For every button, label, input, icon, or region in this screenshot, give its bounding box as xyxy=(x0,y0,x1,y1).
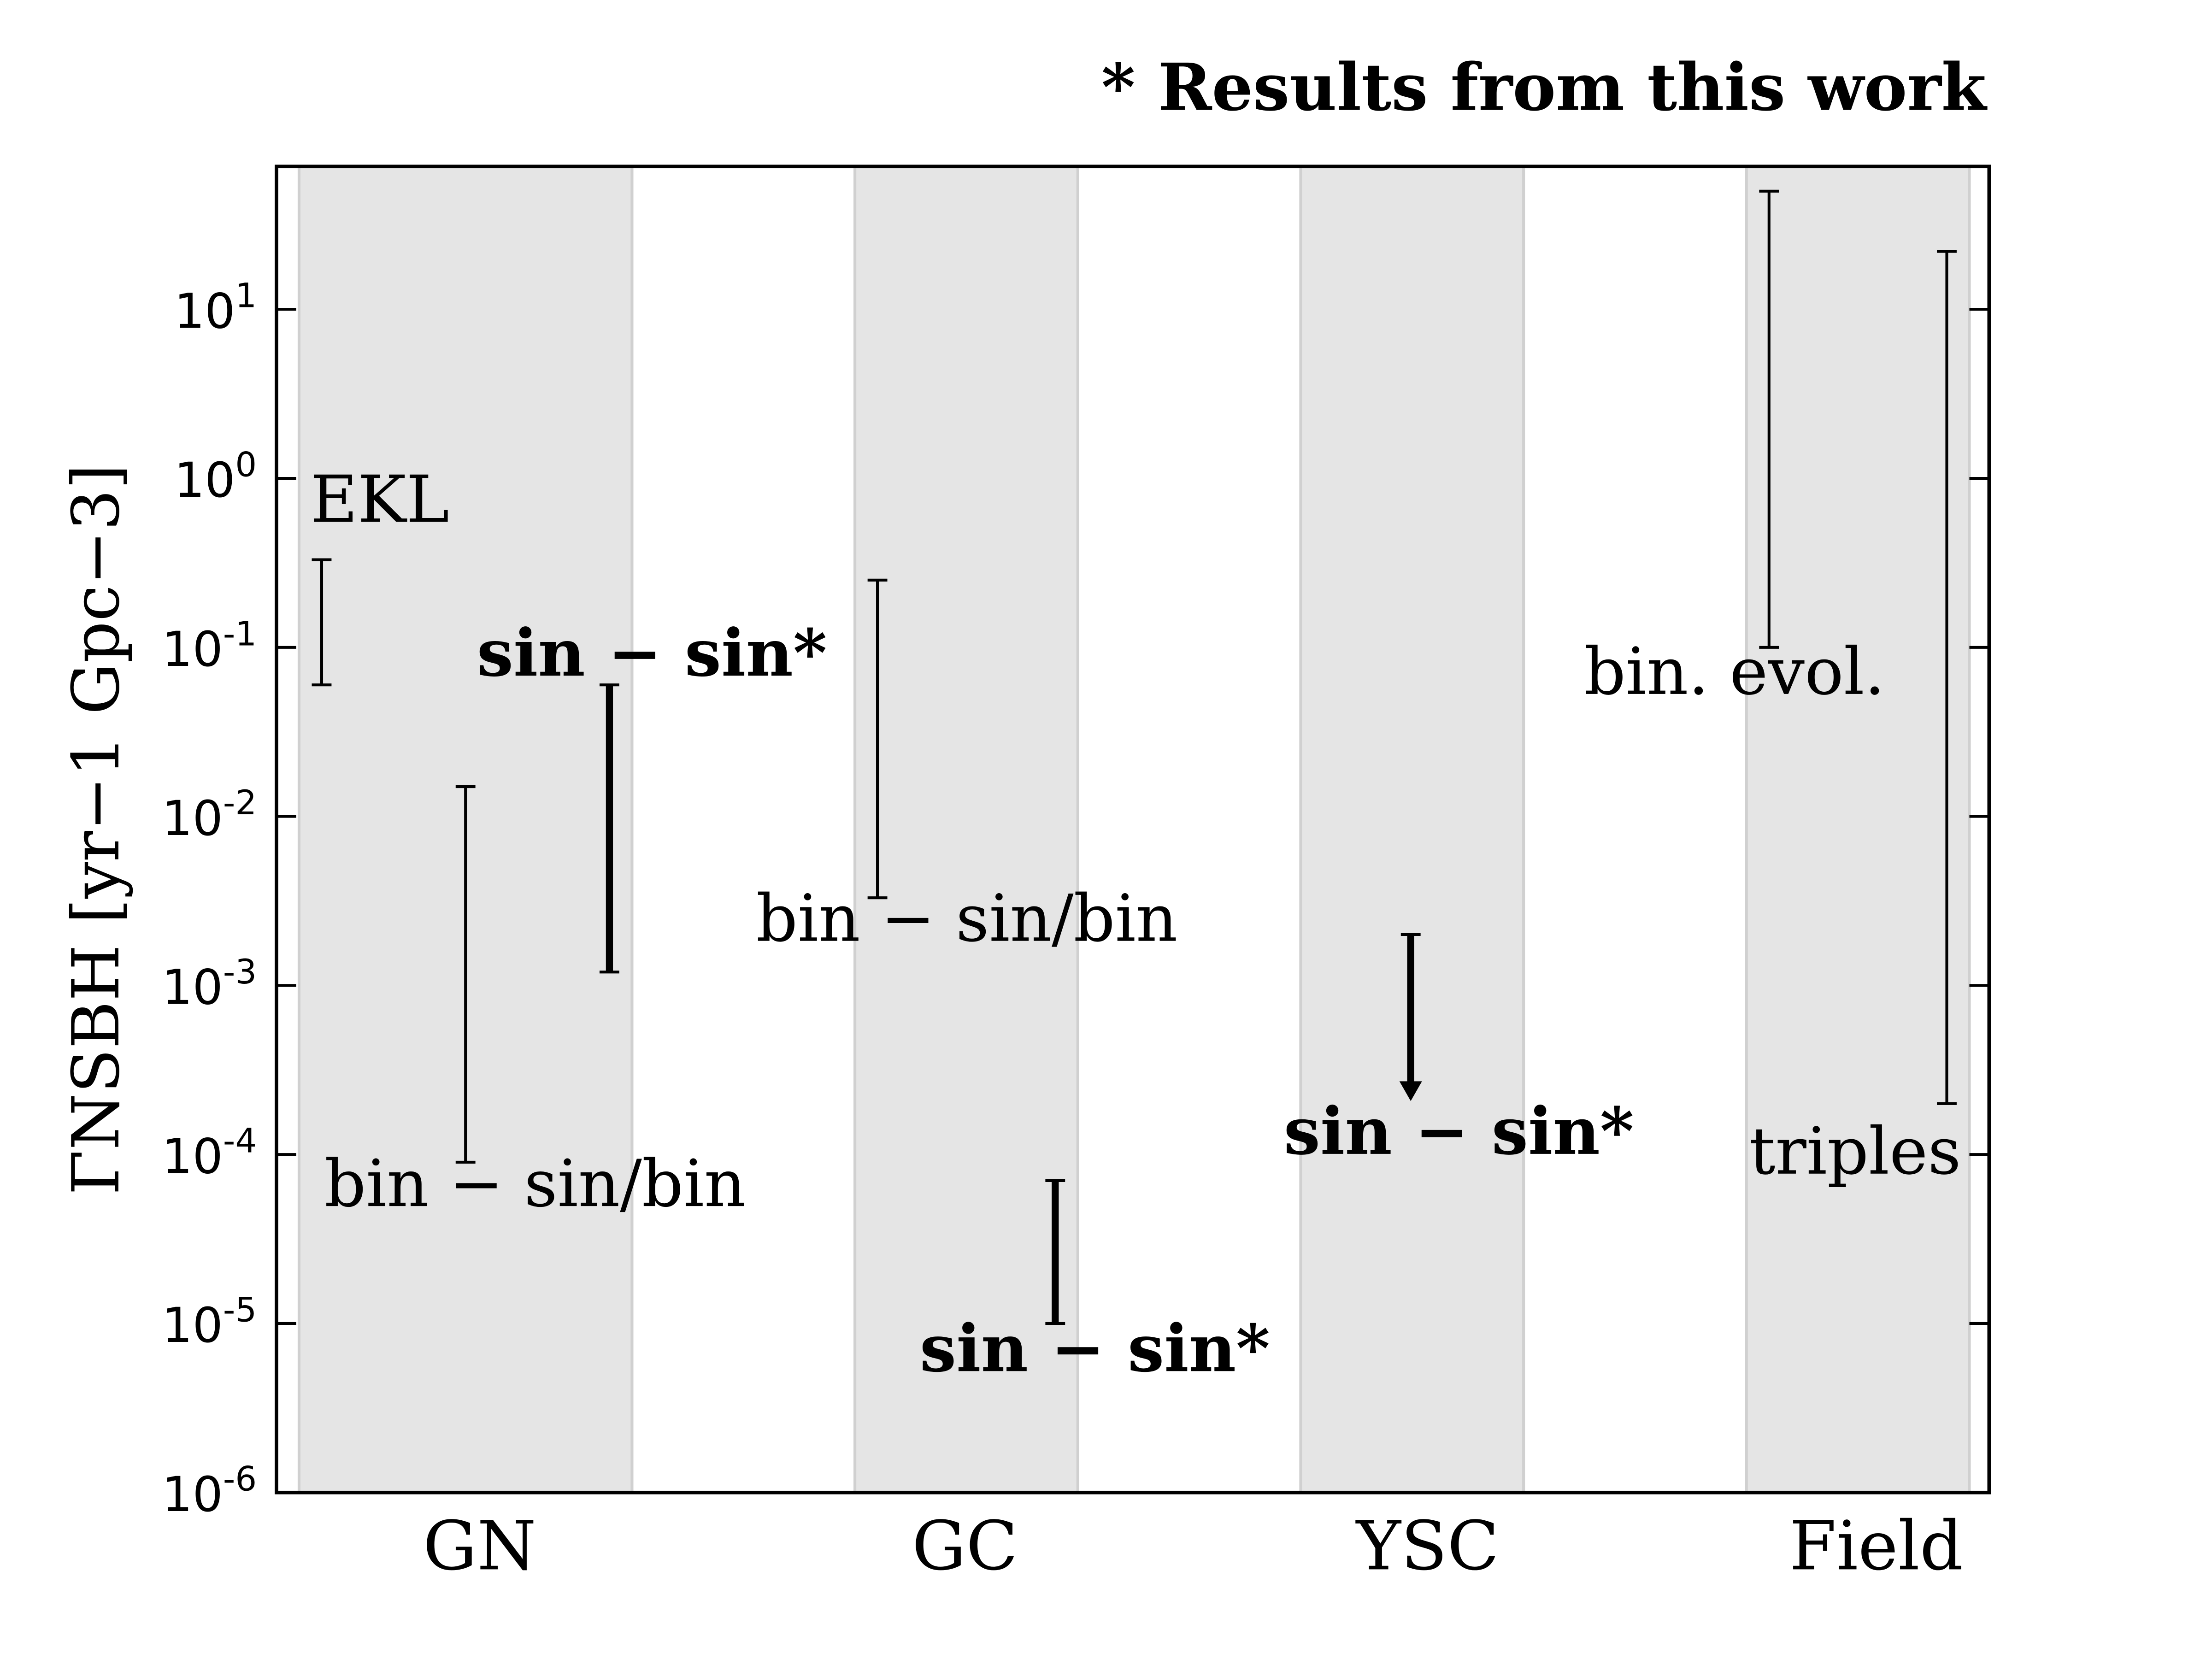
range xyxy=(867,578,888,900)
y-axis-label: ΓNSBH [yr−1 Gpc−3] xyxy=(59,464,134,1195)
range-label: sin − sin* xyxy=(1284,1094,1634,1170)
y-tick-label: 10-5 xyxy=(162,1291,257,1354)
y-tick-label: 10-1 xyxy=(162,614,257,677)
range xyxy=(1045,1179,1065,1325)
category-band xyxy=(1299,165,1525,1494)
y-tick-label: 101 xyxy=(174,276,257,340)
chart-title: * Results from this work xyxy=(1101,50,1988,126)
range-label: bin − sin/bin xyxy=(756,881,1178,957)
range xyxy=(455,785,476,1164)
range-label: bin − sin/bin xyxy=(324,1146,746,1222)
x-tick-label: Field xyxy=(1789,1506,1963,1585)
y-tick-label: 10-4 xyxy=(162,1122,257,1185)
range xyxy=(1937,250,1957,1105)
range-label: triples xyxy=(1749,1114,1961,1189)
x-tick-label: GC xyxy=(912,1506,1018,1585)
range xyxy=(1759,189,1779,649)
arrow-head xyxy=(1399,1081,1422,1101)
y-tick-label: 10-3 xyxy=(162,953,257,1016)
y-tick-label: 10-6 xyxy=(162,1459,257,1523)
range xyxy=(1399,933,1422,1101)
range xyxy=(600,683,619,974)
range-label: EKL xyxy=(310,462,449,537)
category-band xyxy=(853,165,1079,1494)
plot-frame xyxy=(275,165,1991,1494)
range-label: sin − sin* xyxy=(477,615,827,691)
range-label: bin. evol. xyxy=(1584,634,1885,710)
range-label: sin − sin* xyxy=(920,1311,1270,1387)
x-tick-label: YSC xyxy=(1355,1506,1499,1585)
range xyxy=(312,558,332,687)
x-tick-label: GN xyxy=(423,1506,536,1585)
y-tick-label: 100 xyxy=(174,446,257,509)
category-band xyxy=(1745,165,1971,1494)
y-tick-label: 10-2 xyxy=(162,783,257,847)
